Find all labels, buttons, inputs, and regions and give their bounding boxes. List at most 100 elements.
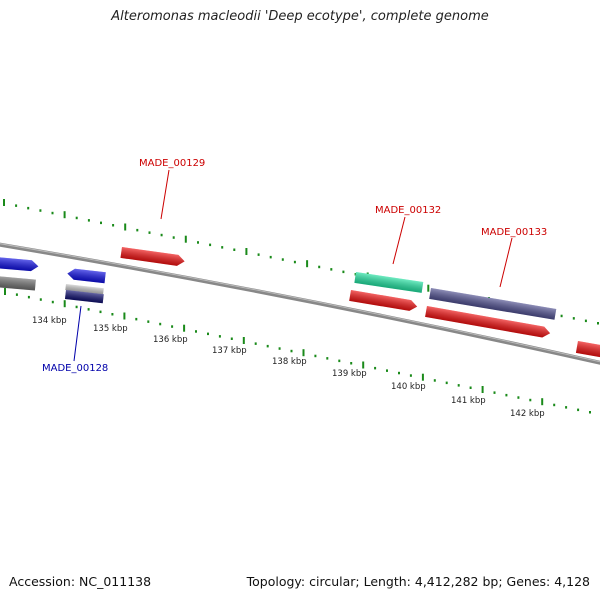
minor-tick (230, 337, 233, 340)
minor-tick (493, 391, 496, 394)
minor-tick (159, 322, 162, 326)
minor-tick (281, 258, 284, 261)
cyan-gene-00132[interactable] (354, 272, 424, 293)
major-tick (541, 398, 544, 406)
major-tick (302, 349, 305, 357)
minor-tick (266, 344, 269, 348)
scale-label: 138 kbp (272, 357, 307, 367)
minor-tick (314, 354, 317, 358)
major-tick (4, 288, 6, 295)
minor-tick (172, 236, 175, 239)
minor-tick (572, 317, 575, 320)
minor-tick (136, 228, 139, 232)
major-tick (124, 223, 127, 231)
genome-backbone (0, 242, 600, 365)
minor-tick (147, 320, 150, 323)
leader-line-00129 (160, 169, 170, 220)
minor-tick (39, 209, 42, 212)
forward-red-gene-00129[interactable] (120, 247, 185, 267)
minor-tick (15, 293, 18, 296)
minor-tick (457, 384, 460, 387)
minor-tick (257, 253, 260, 256)
minor-tick (409, 374, 412, 377)
gene-label-made-00132: MADE_00132 (375, 205, 441, 216)
minor-tick (398, 371, 400, 375)
reverse-gray-gene[interactable] (65, 284, 104, 295)
minor-tick (560, 314, 563, 318)
minor-tick (577, 408, 580, 412)
gene-label-made-00128: MADE_00128 (42, 363, 108, 374)
minor-tick (469, 386, 472, 389)
major-tick (481, 386, 484, 393)
red-gene-edge[interactable] (575, 341, 600, 360)
minor-tick (160, 233, 163, 237)
major-tick (63, 300, 66, 308)
scale-label: 140 kbp (391, 382, 426, 392)
minor-tick (254, 342, 257, 345)
minor-tick (207, 332, 209, 336)
minor-tick (597, 322, 599, 325)
minor-tick (589, 411, 591, 414)
minor-tick (374, 366, 377, 370)
minor-tick (51, 211, 54, 215)
scale-label: 139 kbp (332, 369, 367, 379)
minor-tick (99, 310, 102, 314)
major-tick (63, 211, 66, 219)
inner-tick-row (4, 288, 591, 414)
minor-tick (326, 357, 329, 360)
minor-tick (445, 381, 448, 385)
minor-tick (218, 335, 221, 338)
topology-text: Topology: circular; Length: 4,412,282 bp… (246, 574, 590, 589)
major-tick (184, 235, 187, 243)
accession-text: Accession: NC_011138 (9, 574, 152, 589)
scale-label: 134 kbp (32, 316, 67, 326)
gene-label-made-00133: MADE_00133 (481, 227, 547, 238)
major-tick (123, 312, 126, 320)
minor-tick (171, 325, 174, 328)
minor-tick (27, 206, 30, 210)
minor-tick (87, 219, 90, 222)
minor-tick (386, 369, 388, 372)
minor-tick (221, 246, 224, 249)
forward-blue-gene[interactable] (0, 257, 39, 272)
major-tick (362, 361, 365, 369)
minor-tick (584, 319, 587, 323)
minor-tick (87, 308, 90, 311)
minor-tick (338, 359, 341, 363)
minor-tick (517, 396, 520, 399)
red-gene-00132[interactable] (349, 290, 418, 312)
scale-labels: 134 kbp 135 kbp 136 kbp 137 kbp 138 kbp 139 k… (32, 316, 545, 419)
purple-gene-00133[interactable] (429, 288, 557, 320)
major-tick (306, 260, 309, 268)
minor-tick (354, 273, 357, 276)
minor-tick (553, 403, 556, 407)
minor-tick (290, 349, 293, 353)
minor-tick (278, 347, 281, 350)
scale-label: 137 kbp (212, 346, 247, 356)
minor-tick (318, 265, 321, 269)
minor-tick (51, 300, 54, 304)
minor-tick (350, 362, 353, 365)
minor-tick (111, 313, 114, 316)
minor-tick (27, 295, 30, 299)
major-tick (183, 324, 186, 332)
red-gene-00133[interactable] (425, 306, 551, 339)
major-tick (421, 373, 424, 381)
minor-tick (269, 255, 272, 259)
minor-tick (197, 241, 199, 244)
major-tick (3, 199, 5, 206)
minor-tick (209, 243, 212, 247)
reverse-blue-gene[interactable] (67, 268, 106, 284)
minor-tick (75, 216, 78, 220)
reverse-navy-gene[interactable] (64, 290, 104, 304)
minor-tick (330, 268, 333, 271)
minor-tick (15, 204, 18, 207)
minor-tick (565, 406, 568, 409)
minor-tick (112, 224, 115, 227)
major-tick (427, 284, 430, 292)
leader-line-00128 (73, 305, 82, 362)
minor-tick (505, 393, 508, 397)
minor-tick (195, 330, 197, 333)
forward-gray-gene[interactable] (0, 276, 36, 291)
